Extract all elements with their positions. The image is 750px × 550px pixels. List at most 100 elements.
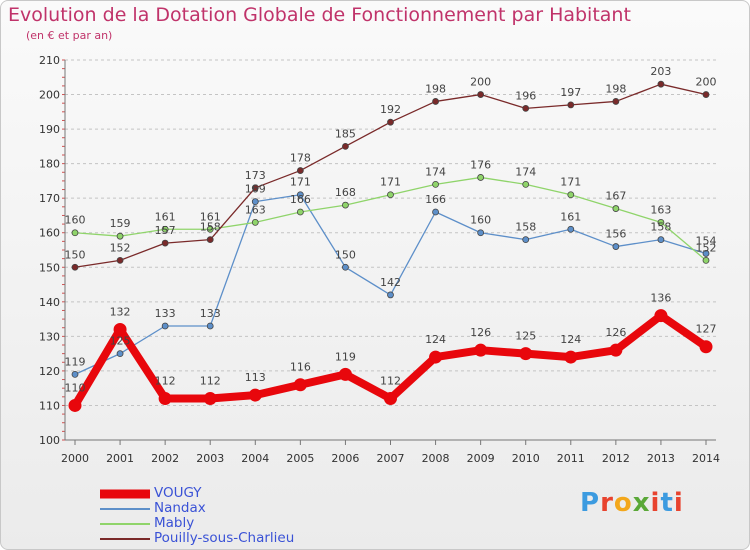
data-point <box>567 101 575 109</box>
data-point <box>657 218 665 226</box>
data-label: 200 <box>696 76 717 89</box>
data-label: 163 <box>245 203 266 216</box>
data-point <box>387 191 394 199</box>
data-label: 157 <box>155 224 176 237</box>
data-label: 178 <box>290 152 311 165</box>
chart-title: Evolution de la Dotation Globale de Fonc… <box>8 4 631 26</box>
y-tick-label: 210 <box>39 54 60 67</box>
data-point <box>702 91 710 98</box>
data-point <box>206 322 214 330</box>
data-point <box>296 191 304 199</box>
data-label: 158 <box>515 221 536 234</box>
logo-letter: t <box>660 488 674 518</box>
x-tick-label: 2014 <box>692 452 720 465</box>
x-tick-label: 2006 <box>331 452 359 465</box>
data-point <box>432 208 439 216</box>
x-tick-label: 2005 <box>286 452 314 465</box>
data-point <box>161 225 169 233</box>
data-label: 173 <box>245 169 266 182</box>
data-point <box>206 236 214 244</box>
data-label: 136 <box>650 292 671 305</box>
data-label: 125 <box>110 335 131 348</box>
data-point <box>71 229 79 237</box>
data-point <box>657 80 665 88</box>
series-lines <box>68 80 713 412</box>
data-point <box>612 243 620 250</box>
data-label: 198 <box>425 82 446 95</box>
data-label: 168 <box>335 186 356 199</box>
data-point <box>116 256 124 264</box>
data-label: 192 <box>380 103 401 116</box>
data-point <box>657 236 665 244</box>
grid <box>65 59 716 441</box>
data-point <box>342 201 349 209</box>
data-point <box>296 208 304 216</box>
data-label: 119 <box>65 355 86 368</box>
data-label: 112 <box>155 375 176 388</box>
data-label: 124 <box>560 333 581 346</box>
data-label: 110 <box>65 381 86 394</box>
data-label: 200 <box>470 76 491 89</box>
data-point <box>699 340 713 354</box>
data-point <box>477 174 485 181</box>
data-label: 150 <box>335 248 356 261</box>
data-label: 126 <box>605 326 626 339</box>
logo-letter: P <box>580 488 601 518</box>
data-point <box>71 370 79 378</box>
data-point <box>567 191 575 199</box>
logo-letter: i <box>673 488 684 518</box>
data-label: 133 <box>155 307 176 320</box>
data-label: 169 <box>245 183 266 196</box>
data-label: 167 <box>605 190 626 203</box>
data-point <box>161 322 169 330</box>
x-tick-label: 2002 <box>151 452 179 465</box>
data-label: 160 <box>470 214 491 227</box>
x-tick-label: 2008 <box>422 452 450 465</box>
data-label: 142 <box>380 276 401 289</box>
data-point <box>387 118 394 126</box>
data-label: 112 <box>380 375 401 388</box>
data-point <box>429 350 443 364</box>
data-point <box>522 236 530 244</box>
x-tick-label: 2000 <box>61 452 89 465</box>
proxiti-logo: Proxiti <box>580 488 684 518</box>
data-point <box>612 205 620 212</box>
data-label: 113 <box>245 371 266 384</box>
data-point <box>522 104 530 112</box>
data-point <box>567 225 575 233</box>
y-tick-label: 100 <box>39 434 60 447</box>
data-label: 185 <box>335 127 356 140</box>
logo-letter: x <box>632 488 651 518</box>
data-point <box>293 378 307 392</box>
data-label: 176 <box>470 158 491 171</box>
y-tick-label: 170 <box>39 192 60 205</box>
data-label: 171 <box>560 176 581 189</box>
data-point <box>474 343 488 357</box>
x-tick-label: 2004 <box>241 452 269 465</box>
legend: VOUGY Nandax Mably Pouilly-sous-Charlieu <box>100 485 360 546</box>
data-point <box>251 198 259 206</box>
chart-subtitle: (en € et par an) <box>26 29 113 42</box>
data-point <box>432 180 439 188</box>
x-tick-label: 2007 <box>377 452 405 465</box>
data-point <box>342 263 349 271</box>
data-point <box>158 392 172 406</box>
logo-letter: o <box>613 488 633 518</box>
x-tick-label: 2003 <box>196 452 224 465</box>
data-label: 124 <box>425 333 446 346</box>
data-point <box>477 91 485 98</box>
y-tick-label: 130 <box>39 330 60 343</box>
data-label: 166 <box>425 193 446 206</box>
data-label: 116 <box>290 361 311 374</box>
data-point <box>161 239 169 247</box>
data-label: 112 <box>200 375 221 388</box>
data-label: 126 <box>470 326 491 339</box>
data-label: 161 <box>560 210 581 223</box>
data-point <box>432 98 439 105</box>
data-point <box>251 218 259 226</box>
legend-label: Nandax <box>154 500 206 516</box>
y-tick-label: 110 <box>39 399 60 412</box>
data-label: 197 <box>560 86 581 99</box>
